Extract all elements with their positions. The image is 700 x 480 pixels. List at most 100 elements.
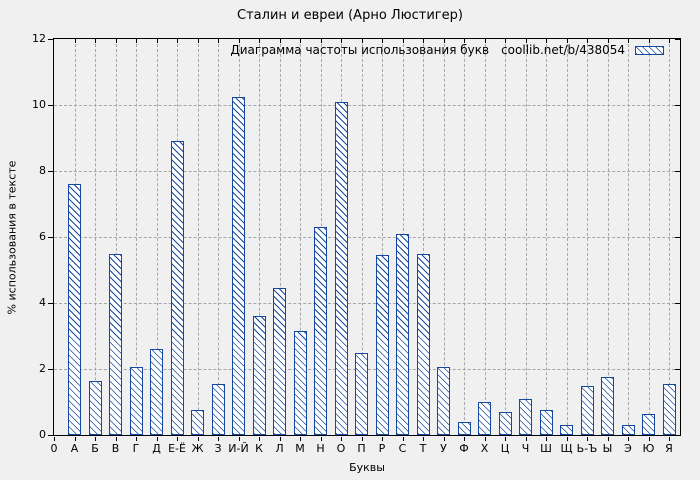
x-tick-label: Ы — [602, 442, 613, 455]
x-axis-tick-mirror — [361, 39, 363, 43]
x-tick-label: Л — [275, 442, 284, 455]
x-tick-label: Д — [152, 442, 161, 455]
bar — [375, 255, 389, 435]
x-tick-label: Р — [378, 442, 386, 455]
x-tick-label: Я — [665, 442, 673, 455]
bar — [642, 413, 655, 435]
gridline-vertical — [607, 39, 609, 435]
x-axis-tick-mirror — [95, 39, 96, 43]
bar — [109, 253, 122, 435]
x-axis-tick — [341, 437, 342, 441]
x-tick-label: У — [440, 442, 447, 455]
x-axis-tick — [402, 437, 404, 441]
x-axis-tick-mirror — [136, 39, 137, 43]
x-axis-tick — [320, 437, 322, 441]
gridline-vertical — [259, 39, 260, 435]
gridline-vertical — [382, 39, 383, 435]
bar — [498, 411, 512, 435]
x-axis-tick — [218, 437, 219, 441]
gridline-vertical — [505, 39, 506, 435]
x-tick-label: В — [111, 442, 120, 455]
x-axis-tick — [382, 437, 383, 441]
x-tick-label: А — [70, 442, 79, 455]
x-tick-label: Ц — [500, 442, 510, 455]
x-tick-label: Х — [480, 442, 489, 455]
x-axis-tick — [423, 437, 424, 441]
gridline-vertical — [115, 39, 117, 435]
bar — [478, 402, 491, 435]
y-tick-label: 2 — [39, 362, 46, 375]
x-axis-tick-mirror — [423, 39, 424, 43]
gridline-vertical — [361, 39, 363, 435]
x-tick-label: Э — [624, 442, 632, 455]
x-tick-label: З — [214, 442, 222, 455]
y-axis-tick — [48, 369, 53, 370]
y-axis-tick — [48, 303, 53, 304]
legend: Диаграмма частоты использования букв coo… — [230, 43, 664, 57]
x-tick-label: Г — [132, 442, 140, 455]
x-axis-tick — [115, 437, 117, 441]
gridline-vertical — [300, 39, 301, 435]
x-axis-tick — [279, 437, 281, 441]
gridline-vertical — [484, 39, 486, 435]
x-tick-label: С — [398, 442, 407, 455]
x-axis-tick — [136, 437, 137, 441]
x-axis-tick-mirror — [238, 39, 240, 43]
y-axis-tick — [48, 237, 53, 238]
x-axis-tick-mirror — [546, 39, 547, 43]
gridline-vertical — [279, 39, 281, 435]
bar — [396, 233, 409, 435]
legend-label: Диаграмма частоты использования букв — [230, 43, 490, 57]
x-axis-tick — [361, 437, 363, 441]
x-axis-tick-mirror — [197, 39, 199, 43]
y-tick-label: 10 — [32, 98, 46, 111]
y-axis-tick — [48, 435, 53, 436]
x-axis-tick-mirror — [464, 39, 465, 43]
y-tick-label: 0 — [39, 428, 46, 441]
y-axis-tick-mirror — [675, 237, 680, 238]
x-axis-tick-mirror — [218, 39, 219, 43]
gridline-vertical — [197, 39, 199, 435]
y-axis-tick-mirror — [675, 303, 680, 304]
y-axis-tick-mirror — [675, 105, 680, 106]
x-axis-tick-mirror — [648, 39, 650, 43]
y-axis-tick — [48, 39, 53, 40]
x-axis-tick — [74, 437, 76, 441]
x-axis-tick — [669, 437, 670, 441]
bar — [539, 410, 553, 435]
bar — [191, 410, 204, 435]
x-axis-tick-mirror — [382, 39, 383, 43]
x-axis-tick — [464, 437, 465, 441]
bar — [252, 316, 266, 435]
bar — [355, 352, 368, 435]
x-tick-label: Щ — [560, 442, 573, 455]
gridline-vertical — [648, 39, 650, 435]
x-axis-tick-mirror — [402, 39, 404, 43]
y-axis-tick — [48, 105, 53, 106]
bar — [437, 367, 450, 435]
x-axis-tick — [566, 437, 568, 441]
y-axis-tick-mirror — [675, 369, 680, 370]
x-tick-label: М — [295, 442, 305, 455]
bar — [416, 253, 430, 435]
x-axis-tick — [300, 437, 301, 441]
x-tick-label: Ш — [540, 442, 552, 455]
y-axis-tick-mirror — [675, 171, 680, 172]
x-axis-tick-mirror — [525, 39, 527, 43]
y-tick-label: 4 — [39, 296, 46, 309]
bar — [68, 184, 81, 435]
x-axis-tick — [177, 437, 178, 441]
bar — [88, 380, 102, 435]
x-tick-label: П — [357, 442, 366, 455]
bar — [601, 377, 614, 435]
y-axis-tick — [48, 171, 53, 172]
x-axis-tick — [54, 437, 55, 441]
x-tick-label: И-Й — [228, 442, 249, 455]
bar — [170, 141, 184, 435]
bar — [129, 367, 143, 435]
x-axis-tick-mirror — [74, 39, 76, 43]
plot-area: Диаграмма частоты использования букв coo… — [32, 32, 681, 474]
bar — [314, 227, 327, 435]
x-axis-tick-mirror — [607, 39, 609, 43]
